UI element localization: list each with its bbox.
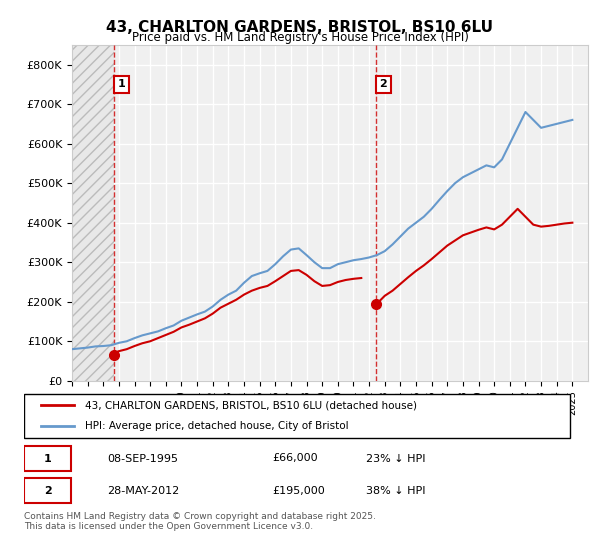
Text: 43, CHARLTON GARDENS, BRISTOL, BS10 6LU (detached house): 43, CHARLTON GARDENS, BRISTOL, BS10 6LU … (85, 400, 417, 410)
Text: £66,000: £66,000 (272, 454, 318, 464)
FancyBboxPatch shape (24, 478, 71, 503)
Bar (72, 45, 114, 381)
Text: 38% ↓ HPI: 38% ↓ HPI (366, 486, 426, 496)
Text: 2: 2 (44, 486, 52, 496)
Text: 1: 1 (44, 454, 52, 464)
Text: This data is licensed under the Open Government Licence v3.0.: This data is licensed under the Open Gov… (24, 522, 313, 531)
Text: 23% ↓ HPI: 23% ↓ HPI (366, 454, 426, 464)
Text: 1: 1 (118, 80, 125, 90)
Text: HPI: Average price, detached house, City of Bristol: HPI: Average price, detached house, City… (85, 421, 349, 431)
FancyBboxPatch shape (24, 394, 571, 438)
Text: £195,000: £195,000 (272, 486, 325, 496)
Text: 08-SEP-1995: 08-SEP-1995 (107, 454, 178, 464)
Text: 43, CHARLTON GARDENS, BRISTOL, BS10 6LU: 43, CHARLTON GARDENS, BRISTOL, BS10 6LU (107, 20, 493, 35)
FancyBboxPatch shape (24, 446, 71, 471)
Text: 28-MAY-2012: 28-MAY-2012 (107, 486, 179, 496)
Text: Price paid vs. HM Land Registry's House Price Index (HPI): Price paid vs. HM Land Registry's House … (131, 31, 469, 44)
Text: Contains HM Land Registry data © Crown copyright and database right 2025.: Contains HM Land Registry data © Crown c… (24, 512, 376, 521)
Text: 2: 2 (380, 80, 388, 90)
